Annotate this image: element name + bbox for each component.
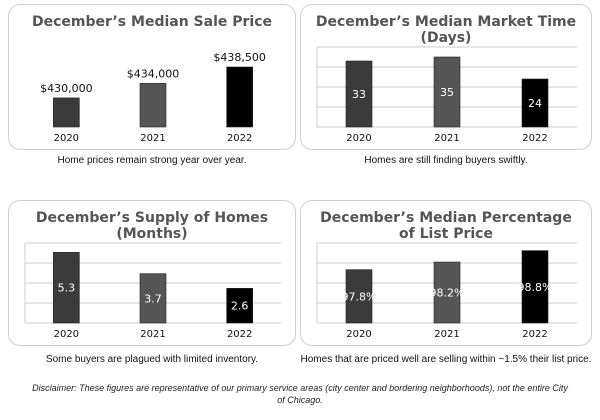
caption-market-time: Homes are still finding buyers swiftly. — [364, 155, 528, 166]
category-label: 2020 — [346, 133, 371, 144]
category-label: 2022 — [522, 133, 547, 144]
chart-title: December’s Median Percentage of List Pri… — [320, 210, 572, 242]
chart-percentage-of-list-price: 97.8% 2020 98.2% 2021 98.8% 2022 — [316, 242, 577, 340]
category-label: 2022 — [522, 329, 547, 340]
bar-2020 — [345, 60, 373, 128]
category-label: 2022 — [227, 329, 252, 340]
data-label: 3.7 — [144, 292, 162, 305]
data-label: 2.6 — [231, 300, 249, 313]
category-label: 2020 — [54, 133, 79, 144]
category-label: 2021 — [434, 133, 459, 144]
bar-2020 — [53, 252, 80, 324]
bar-2021 — [139, 273, 167, 324]
caption-list-price: Homes that are priced well are selling w… — [300, 354, 592, 365]
chart-title: December’s Median Sale Price — [31, 14, 273, 30]
bar-2022 — [521, 78, 549, 128]
caption-supply: Some buyers are plagued with limited inv… — [45, 354, 259, 365]
data-label: $438,500 — [213, 51, 266, 64]
category-label: 2022 — [227, 133, 252, 144]
data-label: 97.8% — [342, 290, 377, 303]
data-label: 98.8% — [518, 281, 553, 294]
chart-median-sale-price: $430,000 2020 $434,000 2021 $438,500 2022 — [40, 51, 266, 144]
data-label: 98.2% — [430, 287, 465, 300]
bar-2020 — [53, 97, 80, 128]
chart-supply-of-homes: 5.3 2020 3.7 2021 2.6 2022 — [24, 242, 281, 340]
category-label: 2021 — [140, 329, 165, 340]
bar-2020 — [345, 269, 373, 324]
chart-card-market-time: December’s Median Market Time (Days) 33 2… — [300, 4, 592, 150]
bar-2022 — [226, 66, 253, 128]
chart-card-supply-of-homes: December’s Supply of Homes (Months) 5.3 2… — [8, 200, 296, 346]
bar-2021 — [139, 83, 167, 128]
bar-2021 — [433, 56, 461, 128]
category-label: 2021 — [140, 133, 165, 144]
chart-title: December’s Supply of Homes (Months) — [35, 210, 269, 242]
disclaimer: Disclaimer: These figures are representa… — [32, 383, 568, 405]
chart-card-percentage-of-list-price: December’s Median Percentage of List Pri… — [300, 200, 592, 346]
chart-market-time: 33 2020 35 2021 24 2022 — [316, 46, 577, 144]
chart-title: December’s Median Market Time (Days) — [315, 14, 577, 46]
data-label: $434,000 — [127, 67, 180, 80]
data-label: 24 — [528, 97, 542, 110]
bar-2022 — [226, 288, 253, 324]
data-label: 35 — [440, 86, 454, 99]
data-label: $430,000 — [40, 82, 93, 95]
bar-2021 — [433, 261, 461, 324]
category-label: 2021 — [434, 329, 459, 340]
chart-card-median-sale-price: December’s Median Sale Price $430,000 202… — [8, 4, 296, 150]
data-label: 5.3 — [58, 282, 75, 295]
caption-sale-price: Home prices remain strong year over year… — [57, 155, 247, 166]
category-label: 2020 — [346, 329, 371, 340]
bar-2022 — [521, 250, 549, 324]
category-label: 2020 — [54, 329, 79, 340]
data-label: 33 — [352, 88, 366, 101]
